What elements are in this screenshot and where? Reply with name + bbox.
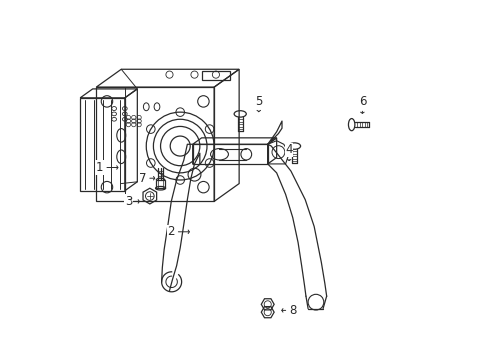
Text: 5: 5 bbox=[255, 95, 262, 112]
Text: 7: 7 bbox=[139, 172, 154, 185]
Text: 8: 8 bbox=[281, 304, 296, 317]
Text: 4: 4 bbox=[285, 143, 292, 161]
Text: 2: 2 bbox=[167, 225, 189, 238]
Text: 1: 1 bbox=[96, 161, 118, 174]
Text: 6: 6 bbox=[358, 95, 366, 113]
Text: 3: 3 bbox=[124, 195, 139, 208]
